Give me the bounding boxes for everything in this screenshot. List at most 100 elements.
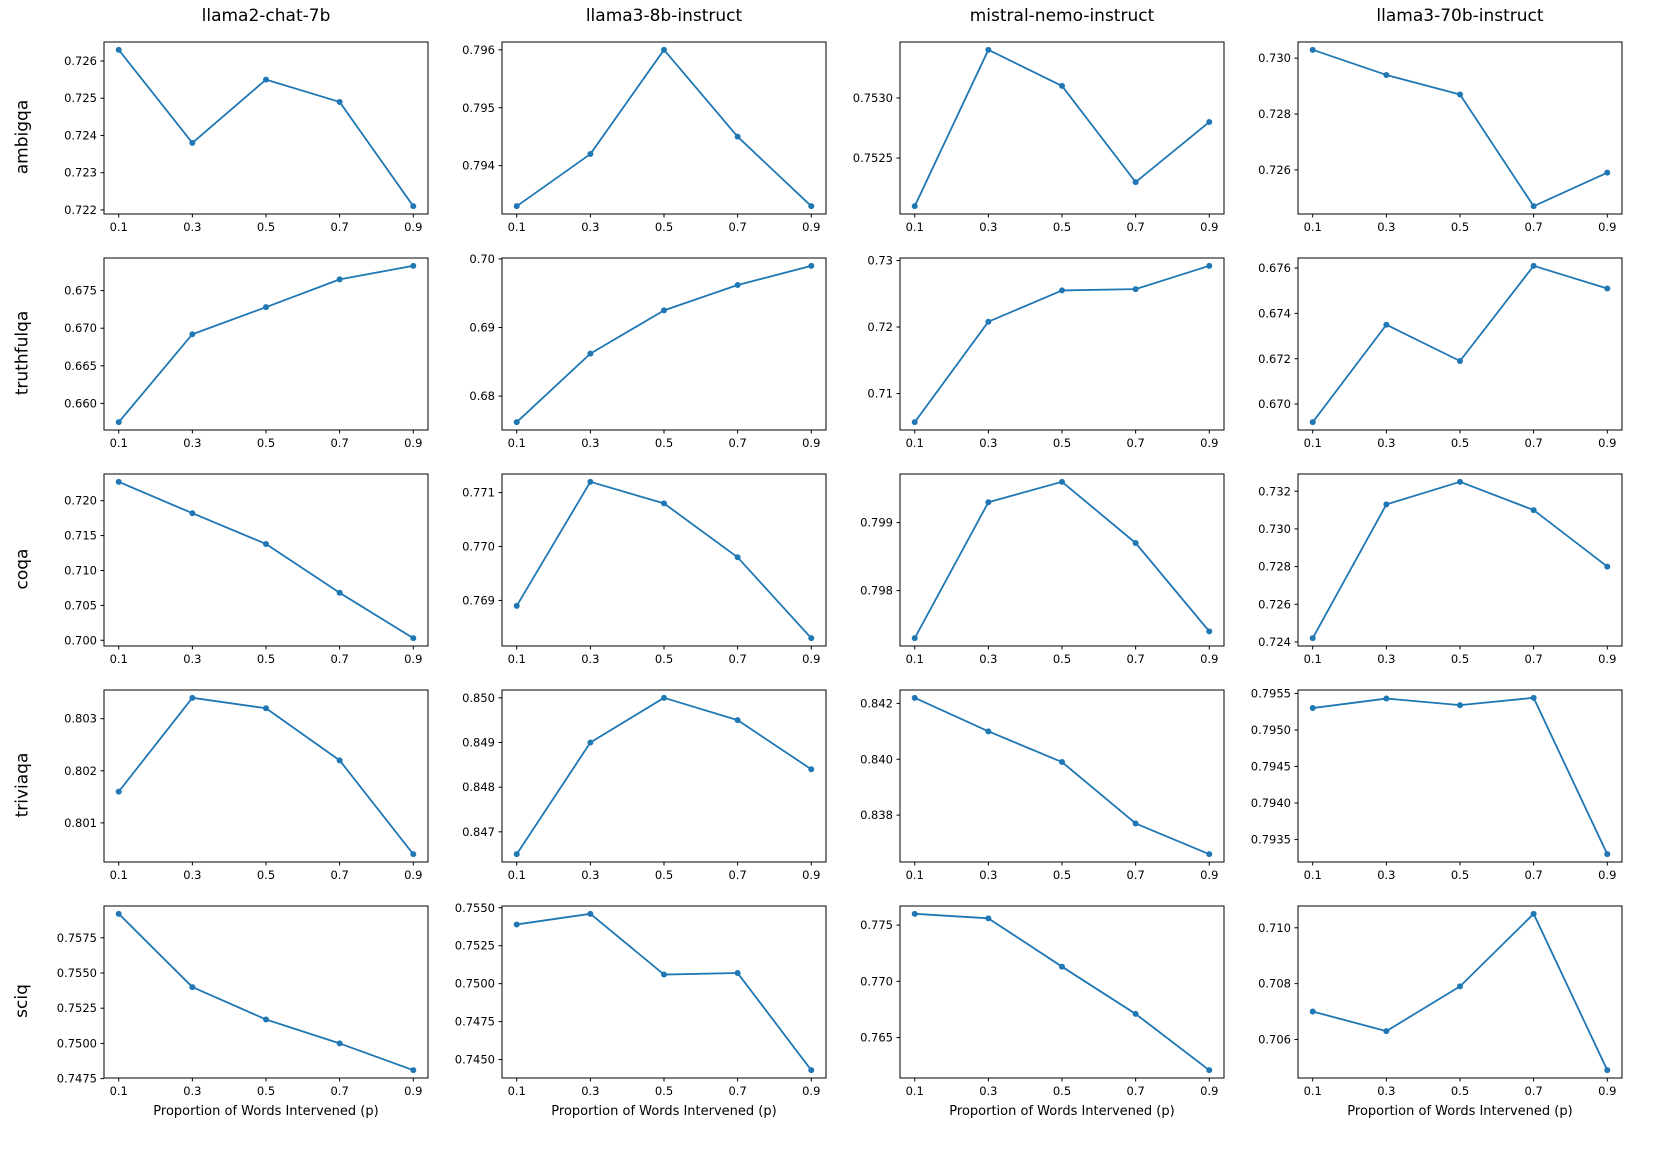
y-tick-label: 0.801 — [64, 816, 97, 830]
x-tick-label: 0.1 — [110, 1084, 128, 1098]
plot-border — [501, 905, 827, 1079]
y-tick-label: 0.706 — [1258, 1032, 1291, 1046]
data-point-marker — [661, 694, 667, 701]
data-point-marker — [115, 910, 122, 917]
data-point-marker — [985, 318, 992, 325]
x-tick-label: 0.7 — [728, 868, 746, 882]
y-tick-label: 0.720 — [64, 494, 97, 508]
y-tick-label: 0.794 — [462, 159, 495, 173]
series-line — [913, 480, 1210, 639]
data-point-marker — [985, 915, 992, 922]
series-line — [913, 48, 1210, 207]
x-tick-label: 0.5 — [257, 220, 275, 234]
x-tick-label: 0.7 — [330, 652, 348, 666]
y-tick-label: 0.7475 — [57, 1072, 97, 1086]
x-tick-label: 0.3 — [979, 652, 997, 666]
y-tick-label: 0.665 — [64, 359, 97, 373]
x-tick-label: 0.1 — [906, 220, 924, 234]
data-point-marker — [1604, 563, 1611, 570]
x-tick-label: 0.1 — [1304, 220, 1322, 234]
data-point-marker — [410, 203, 417, 210]
x-tick-label: 0.5 — [1053, 436, 1071, 450]
x-tick-label: 0.7 — [1524, 436, 1542, 450]
data-point-marker — [263, 540, 269, 547]
series-line — [914, 696, 1210, 856]
x-tick-label: 0.7 — [728, 436, 746, 450]
x-tick-label: 0.3 — [581, 436, 599, 450]
series-line — [1312, 912, 1609, 1071]
line-chart: 0.7935 0.7940 0.7945 0.7950 0.7955 0.1 0.3 0.5 0… — [1251, 686, 1623, 882]
data-point-marker — [911, 910, 918, 917]
data-point-marker — [911, 694, 918, 701]
data-point-marker — [513, 419, 520, 426]
data-point-marker — [734, 717, 741, 724]
y-tick-label: 0.770 — [462, 540, 495, 554]
data-point-marker — [513, 921, 520, 928]
y-tick-label: 0.715 — [64, 529, 97, 543]
row-label: truthfulqa — [12, 310, 32, 396]
y-tick-label: 0.7550 — [57, 966, 97, 980]
column-title: llama2-chat-7b — [201, 6, 331, 26]
data-point-marker — [189, 139, 196, 146]
data-point-marker — [336, 589, 343, 596]
data-point-marker — [189, 984, 196, 991]
data-point-marker — [1132, 286, 1139, 293]
x-tick-label: 0.5 — [1451, 220, 1469, 234]
x-tick-label: 0.5 — [257, 1084, 275, 1098]
row-label-cell: coqa — [4, 466, 40, 672]
series-line — [1311, 480, 1608, 639]
y-tick-label: 0.676 — [1258, 261, 1291, 275]
y-tick-label: 0.728 — [1258, 560, 1291, 574]
x-tick-label: 0.5 — [257, 436, 275, 450]
column-title: llama3-70b-instruct — [1376, 6, 1544, 26]
y-tick-label: 0.726 — [1258, 597, 1291, 611]
y-tick-label: 0.73 — [867, 254, 893, 268]
data-point-marker — [513, 851, 520, 858]
data-point-marker — [410, 262, 417, 269]
y-tick-label: 0.802 — [64, 764, 97, 778]
y-tick-label: 0.842 — [860, 696, 893, 710]
x-tick-label: 0.5 — [1053, 220, 1071, 234]
y-tick-label: 0.726 — [64, 54, 97, 68]
plot-border — [1297, 689, 1623, 863]
series-line — [1312, 696, 1609, 855]
series-line — [516, 264, 812, 423]
x-tick-label: 0.7 — [1126, 652, 1144, 666]
x-tick-label: 0.7 — [728, 1084, 746, 1098]
series-line — [118, 49, 415, 207]
subplot-sciq-llama3-70b-instruct: 0.706 0.708 0.710 0.1 0.3 0.5 0.7 0.9 Proportion… — [1234, 898, 1632, 1126]
x-tick-label: 0.9 — [802, 436, 820, 450]
x-tick-label: 0.9 — [1598, 220, 1616, 234]
data-point-marker — [587, 478, 594, 485]
data-point-marker — [189, 331, 196, 338]
data-point-marker — [661, 307, 667, 314]
x-tick-label: 0.5 — [655, 652, 673, 666]
x-tick-label: 0.5 — [1451, 1084, 1469, 1098]
y-tick-label: 0.7940 — [1251, 796, 1291, 810]
y-tick-label: 0.700 — [64, 633, 97, 647]
data-point-marker — [1457, 478, 1463, 485]
x-tick-label: 0.1 — [110, 436, 128, 450]
data-point-marker — [1206, 118, 1213, 125]
x-tick-label: 0.3 — [183, 652, 201, 666]
data-point-marker — [189, 510, 196, 517]
y-tick-label: 0.72 — [867, 320, 893, 334]
y-tick-label: 0.775 — [860, 918, 893, 932]
line-chart: 0.68 0.69 0.70 0.1 0.3 0.5 0.7 0.9 — [469, 252, 827, 450]
x-tick-label: 0.3 — [183, 436, 201, 450]
line-chart: 0.794 0.795 0.796 0.1 0.3 0.5 0.7 0.9 — [462, 41, 827, 234]
series-line — [516, 912, 812, 1071]
subplot-sciq-llama3-8b-instruct: 0.7450 0.7475 0.7500 0.7525 0.7550 0.1 0.3 0.5 0… — [438, 898, 836, 1126]
data-point-marker — [1309, 46, 1316, 53]
data-point-marker — [115, 478, 122, 485]
y-tick-label: 0.7955 — [1251, 686, 1291, 700]
data-point-marker — [808, 262, 815, 269]
x-axis-label: Proportion of Words Intervened (p) — [551, 1104, 777, 1119]
x-tick-label: 0.3 — [979, 1084, 997, 1098]
y-tick-label: 0.7450 — [455, 1053, 495, 1067]
data-point-marker — [1132, 179, 1139, 186]
y-tick-label: 0.675 — [64, 284, 97, 298]
y-tick-label: 0.849 — [462, 736, 495, 750]
x-tick-label: 0.3 — [581, 220, 599, 234]
x-tick-label: 0.7 — [1126, 220, 1144, 234]
